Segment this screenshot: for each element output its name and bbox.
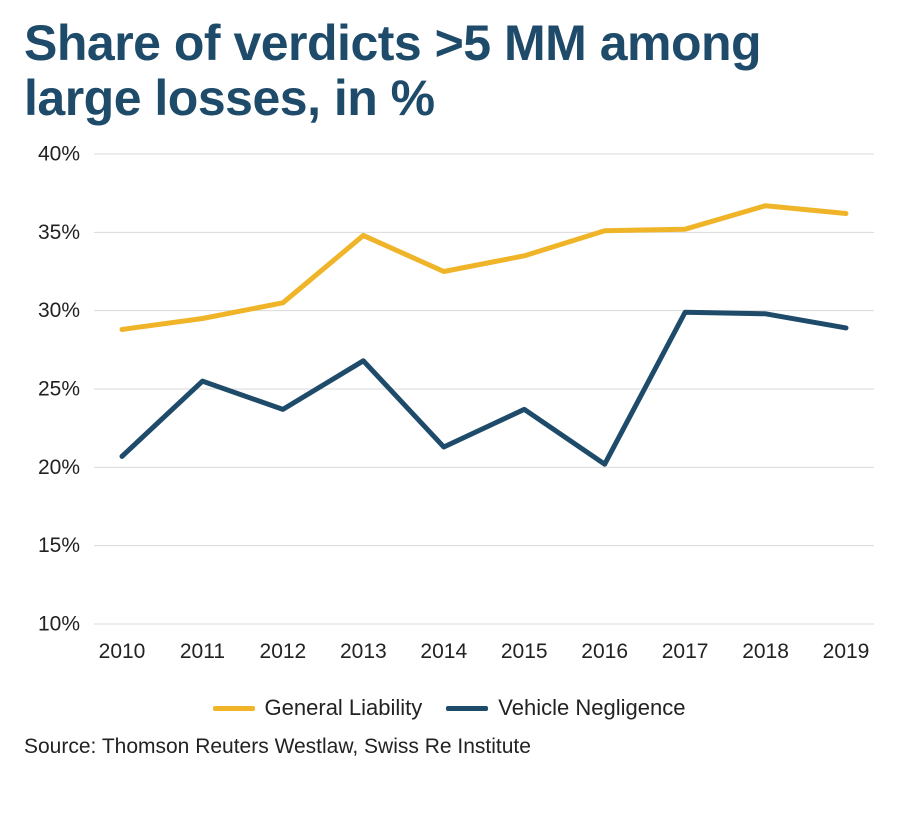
legend-label: Vehicle Negligence <box>498 695 685 721</box>
y-tick-label: 20% <box>38 456 80 479</box>
x-tick-label: 2018 <box>742 640 789 663</box>
x-tick-label: 2010 <box>99 640 146 663</box>
x-tick-label: 2013 <box>340 640 387 663</box>
y-tick-label: 35% <box>38 221 80 244</box>
x-tick-label: 2012 <box>260 640 307 663</box>
x-tick-label: 2014 <box>420 640 467 663</box>
y-tick-label: 10% <box>38 613 80 636</box>
legend-item: Vehicle Negligence <box>446 695 685 721</box>
x-tick-label: 2015 <box>501 640 548 663</box>
y-tick-label: 15% <box>38 534 80 557</box>
y-tick-label: 40% <box>38 143 80 166</box>
x-tick-label: 2011 <box>180 640 225 663</box>
chart-plot-area: 10% 15% 20% 25% 30% 35% 40% 2010 2011 2012 2013 201… <box>24 134 874 677</box>
legend-label: General Liability <box>265 695 423 721</box>
chart-container: Share of verdicts >5 MM among large loss… <box>0 0 898 822</box>
legend-swatch <box>213 706 255 711</box>
chart-title: Share of verdicts >5 MM among large loss… <box>24 16 874 126</box>
y-tick-label: 30% <box>38 299 80 322</box>
legend-swatch <box>446 706 488 711</box>
y-tick-label: 25% <box>38 378 80 401</box>
series-line <box>122 312 846 464</box>
x-tick-label: 2019 <box>823 640 870 663</box>
chart-svg: 10% 15% 20% 25% 30% 35% 40% 2010 2011 2012 2013 201… <box>24 134 874 672</box>
chart-source: Source: Thomson Reuters Westlaw, Swiss R… <box>24 735 874 759</box>
x-tick-label: 2016 <box>581 640 628 663</box>
chart-legend: General Liability Vehicle Negligence <box>24 695 874 721</box>
legend-item: General Liability <box>213 695 423 721</box>
x-tick-label: 2017 <box>662 640 709 663</box>
